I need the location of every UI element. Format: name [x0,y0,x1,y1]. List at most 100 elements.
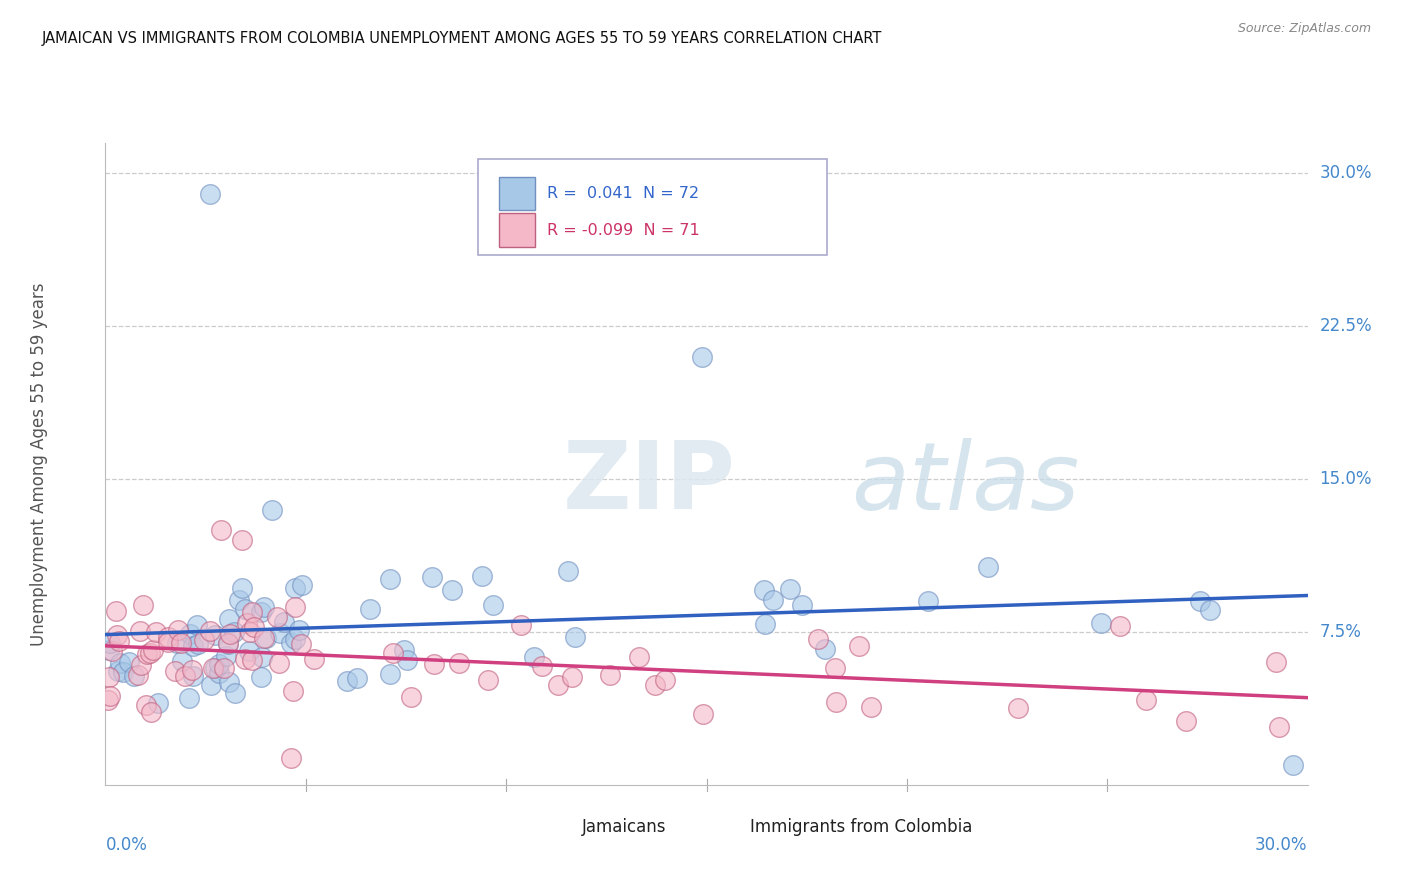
Point [139,705,162,719]
Point [401,690,423,705]
Point [1188,594,1211,608]
Point [181,664,204,678]
Point [627,649,650,664]
Point [754,582,776,597]
Point [754,616,776,631]
Point [396,653,419,667]
Point [181,640,204,654]
Point [523,649,546,664]
Point [273,615,295,629]
Point [204,661,226,675]
Point [267,656,290,670]
FancyBboxPatch shape [538,815,572,839]
Point [240,653,263,667]
Point [807,632,830,646]
Point [557,564,579,578]
Point [269,625,291,640]
Point [290,578,312,592]
Point [186,618,208,632]
Point [200,678,222,692]
Point [145,625,167,640]
Text: Jamaicans: Jamaicans [582,818,666,837]
Point [420,570,443,584]
Point [139,646,162,660]
Point [108,656,131,670]
Point [471,569,494,583]
Point [481,598,503,612]
Text: Immigrants from Colombia: Immigrants from Colombia [749,818,972,837]
Point [142,643,165,657]
Text: 15.0%: 15.0% [1320,470,1372,488]
Point [156,634,179,648]
Point [233,602,256,616]
Point [118,655,141,669]
Point [824,661,846,675]
Point [1199,602,1222,616]
Point [253,631,276,645]
Text: JAMAICAN VS IMMIGRANTS FROM COLOMBIA UNEMPLOYMENT AMONG AGES 55 TO 59 YEARS CORR: JAMAICAN VS IMMIGRANTS FROM COLOMBIA UNE… [42,31,883,46]
Point [163,664,186,678]
Point [284,632,307,646]
Point [111,665,134,679]
Point [107,664,129,678]
Point [290,636,312,650]
Point [128,624,150,639]
Point [148,696,170,710]
Point [509,618,531,632]
Point [1268,721,1291,735]
Point [423,657,446,672]
Point [977,560,1000,574]
Point [100,690,122,704]
Point [98,670,121,684]
Point [283,581,305,595]
Point [346,672,368,686]
Point [280,750,302,764]
Point [222,624,245,639]
Point [1090,615,1112,630]
Point [848,639,870,653]
Point [1135,693,1157,707]
Point [284,599,307,614]
FancyBboxPatch shape [707,815,740,839]
Point [381,646,404,660]
Point [235,616,257,631]
Point [440,582,463,597]
Text: atlas: atlas [851,438,1078,529]
Point [136,647,159,661]
Point [208,657,231,672]
Point [392,643,415,657]
Point [217,636,239,650]
Point [131,657,153,672]
Point [218,674,240,689]
Point [212,661,235,675]
FancyBboxPatch shape [499,177,534,211]
Point [231,533,253,548]
Point [201,661,224,675]
Text: R = -0.099  N = 71: R = -0.099 N = 71 [547,223,699,237]
Point [779,582,801,597]
Point [242,620,264,634]
Point [122,669,145,683]
Point [208,666,231,681]
Point [228,593,250,607]
Point [156,631,179,645]
Text: 0.0%: 0.0% [105,836,148,854]
Point [204,627,226,641]
Point [179,627,201,641]
Text: Source: ZipAtlas.com: Source: ZipAtlas.com [1237,22,1371,36]
Point [1282,757,1305,772]
Point [644,678,666,692]
Point [825,695,848,709]
Point [127,668,149,682]
Point [249,670,271,684]
Point [233,652,256,666]
Point [108,634,131,648]
Point [762,592,785,607]
Point [219,627,242,641]
Point [599,667,621,681]
Point [231,581,253,595]
Point [814,642,837,657]
Point [378,572,401,586]
Point [560,670,582,684]
Point [174,669,197,683]
